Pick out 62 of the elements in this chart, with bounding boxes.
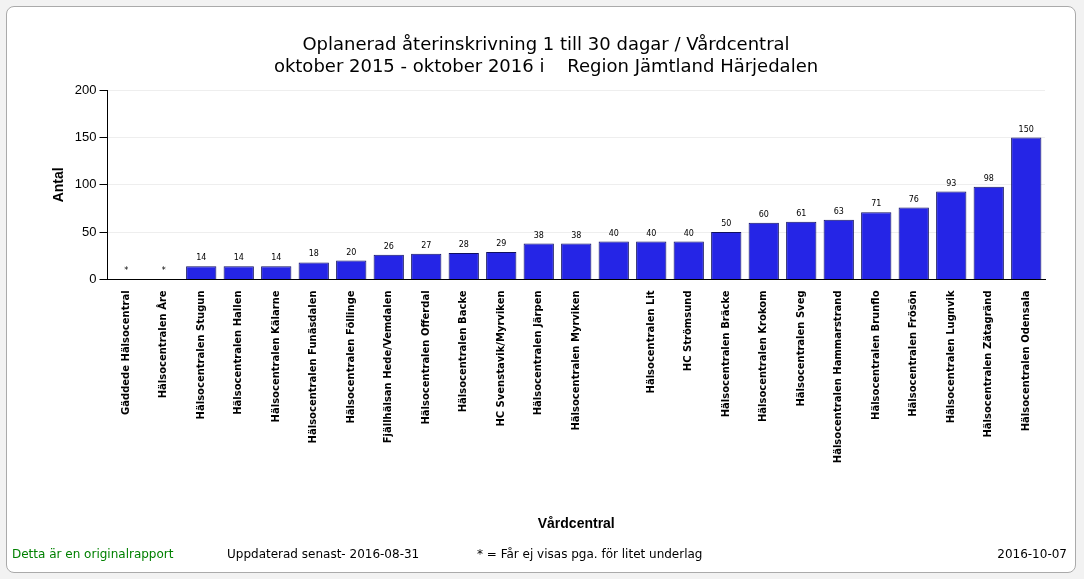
- chart-subtitle: oktober 2015 - oktober 2016 i Region Jämtland Härjedalen: [273, 55, 819, 77]
- x-tick-label: Hälsocentralen Järpen: [532, 290, 544, 416]
- x-tick-label: Gäddede Hälsocentral: [119, 290, 131, 415]
- data-label: 14: [271, 253, 282, 263]
- data-label: 38: [571, 230, 582, 240]
- data-label: 14: [233, 253, 244, 263]
- x-tick-label: Hälsocentralen Brunflo: [869, 290, 881, 420]
- text: *: [161, 266, 166, 276]
- data-label: 60: [758, 209, 769, 219]
- data-label: 50: [721, 219, 732, 229]
- data-label: 26: [383, 241, 394, 251]
- x-tick-label: Hälsocentralen Hammarstrand: [832, 290, 844, 464]
- data-label: 40: [608, 228, 619, 238]
- data-label: 40: [646, 228, 657, 238]
- data-label: 98: [983, 173, 994, 183]
- x-tick-label: Fjällhälsan Hede/Vemdalen: [382, 290, 394, 444]
- data-label: 76: [908, 194, 919, 204]
- x-tick-label: Hälsocentralen Offerdal: [419, 290, 431, 425]
- x-tick-label: HC Svenstavik/Myrviken: [494, 290, 506, 427]
- text: * = Får ej visas pga. för litet underlag: [477, 547, 703, 561]
- data-label: 28: [458, 240, 469, 249]
- text: Uppdaterad senast- 2016-08-31: [227, 547, 420, 561]
- y-tick-label: 100: [74, 176, 97, 192]
- data-label: 61: [796, 208, 807, 218]
- x-tick-label: Hälsocentralen Myrviken: [569, 290, 581, 431]
- x-tick-label: Hälsocentralen Odensala: [1019, 290, 1031, 432]
- y-tick-label: 0: [89, 270, 97, 286]
- chart-title: Oplanerad återinskrivning 1 till 30 dagar / Vårdcentral: [302, 33, 790, 55]
- y-axis-title: Antal: [50, 167, 67, 203]
- text: *: [124, 266, 129, 276]
- x-tick-label: Hälsocentralen Stugun: [194, 290, 206, 420]
- x-tick-label: Hälsocentralen Sveg: [794, 290, 806, 407]
- x-tick-label: HC Strömsund: [682, 290, 694, 372]
- data-label: 14: [196, 253, 207, 263]
- x-tick-label: Hälsocentralen Hallen: [232, 290, 244, 415]
- x-tick-label: Hälsocentralen Zätagränd: [982, 290, 994, 438]
- text: Detta är en originalrapport: [12, 547, 174, 561]
- y-tick-label: 50: [82, 223, 97, 239]
- data-label: 150: [1018, 124, 1034, 134]
- data-label: 29: [496, 239, 507, 249]
- data-label: 93: [946, 178, 957, 188]
- data-label: 63: [833, 206, 844, 216]
- x-axis-title: Vårdcentral: [537, 515, 615, 532]
- x-tick-label: Hälsocentralen Funäsdalen: [307, 290, 319, 444]
- data-label: 40: [683, 228, 694, 238]
- x-tick-label: Hälsocentralen Krokom: [757, 290, 769, 423]
- x-tick-label: Hälsocentralen Åre: [156, 290, 169, 399]
- data-label: 38: [533, 230, 544, 240]
- y-tick-label: 150: [74, 129, 97, 145]
- x-tick-label: Hälsocentralen Backe: [457, 290, 469, 413]
- x-tick-label: Hälsocentralen Lugnvik: [944, 290, 956, 424]
- data-label: 18: [308, 249, 319, 259]
- y-tick-label: 200: [74, 81, 97, 97]
- text: 2016-10-07: [997, 547, 1067, 561]
- x-tick-label: Hälsocentralen Bräcke: [719, 290, 731, 418]
- x-tick-label: Hälsocentralen Lit: [644, 290, 656, 394]
- x-tick-label: Hälsocentralen Frösön: [907, 290, 919, 417]
- data-label: 20: [346, 247, 357, 257]
- x-tick-label: Hälsocentralen Föllinge: [344, 290, 356, 424]
- data-label: 71: [871, 199, 882, 209]
- data-label: 27: [421, 240, 432, 250]
- x-tick-label: Hälsocentralen Kälarne: [269, 290, 281, 423]
